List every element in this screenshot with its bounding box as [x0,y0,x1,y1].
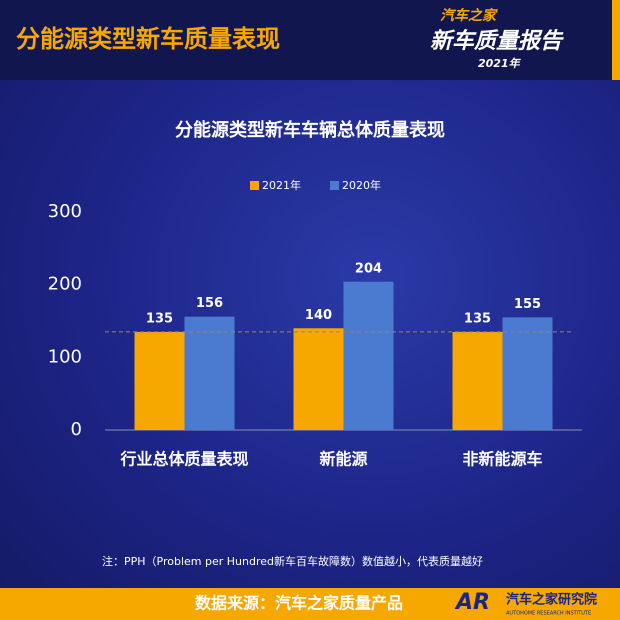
data-label: 156 [196,296,223,311]
bar [502,317,553,430]
legend-label: 2020年 [342,178,381,192]
header-accent [612,0,620,80]
logo-top: 汽车之家 [440,7,498,24]
footer-source: 数据来源：汽车之家质量产品 [195,594,403,613]
data-label: 135 [146,311,173,326]
data-label: 155 [514,297,541,312]
logo-sub: AUTOHOME RESEARCH INSTITUTE [506,611,591,617]
header-title: 分能源类型新车质量表现 [16,25,280,53]
x-tick-label: 行业总体质量表现 [119,450,248,469]
legend-swatch [330,181,339,190]
data-label: 140 [305,308,332,323]
data-label: 204 [355,261,382,276]
logo-year: 2021年 [478,57,522,70]
y-tick-label: 200 [48,274,82,295]
y-tick-label: 100 [48,346,82,367]
note: 注：PPH（Problem per Hundred新车百车故障数）数值越小，代表… [102,554,483,568]
x-tick-label: 新能源 [319,450,367,469]
logo-main: 新车质量报告 [430,28,564,54]
bar [184,316,235,430]
bar [343,281,394,430]
legend-swatch [250,181,259,190]
logo-name: 汽车之家研究院 [506,592,597,608]
data-label: 135 [464,311,491,326]
bar [134,331,185,430]
x-tick-label: 非新能源车 [462,450,542,469]
chart-title: 分能源类型新车车辆总体质量表现 [175,119,445,141]
logo-mark: AR [454,590,490,615]
bar [293,328,344,430]
y-tick-label: 0 [71,419,82,440]
y-tick-label: 300 [48,201,82,222]
legend-label: 2021年 [262,178,301,192]
header-bar [0,0,620,80]
footer-bar [0,588,620,620]
bar [452,331,503,430]
